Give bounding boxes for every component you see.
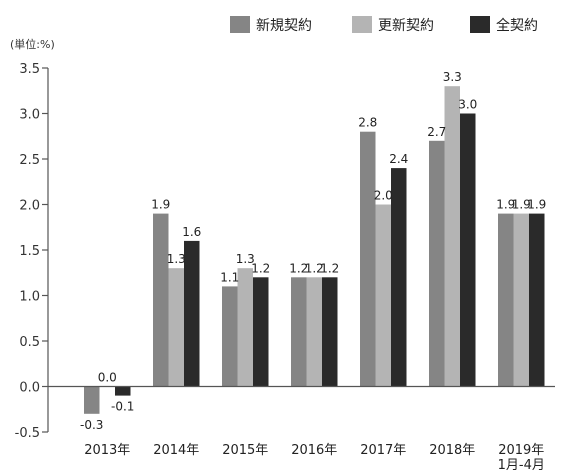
bar-1-3 bbox=[222, 286, 238, 387]
data-label: 1.6 bbox=[182, 225, 201, 239]
data-label: -0.1 bbox=[111, 400, 134, 414]
bar-1-5 bbox=[360, 131, 376, 387]
bar-2-4 bbox=[306, 277, 322, 387]
x-category-label: 2014年 bbox=[153, 443, 199, 458]
data-label: 1.3 bbox=[236, 252, 255, 266]
y-tick-label: 1.0 bbox=[19, 290, 40, 305]
data-label: 2.4 bbox=[389, 152, 408, 166]
x-category-label: 2013年 bbox=[84, 443, 130, 458]
data-label: 1.3 bbox=[167, 252, 186, 266]
data-label: 1.9 bbox=[151, 198, 170, 212]
y-tick-label: 1.5 bbox=[19, 244, 40, 259]
bar-2-3 bbox=[237, 268, 253, 387]
x-category-label: 2016年 bbox=[291, 443, 337, 458]
x-category-label: 2019年 bbox=[498, 443, 544, 458]
y-tick-label: 0.5 bbox=[19, 335, 40, 350]
y-tick-label: 2.5 bbox=[19, 153, 40, 168]
x-category-label: 2017年 bbox=[360, 443, 406, 458]
bar-1-4 bbox=[291, 277, 307, 387]
data-label: 1.9 bbox=[496, 198, 515, 212]
data-label: 2.8 bbox=[358, 116, 377, 130]
bar-3-6 bbox=[460, 113, 476, 387]
bar-2-7 bbox=[513, 213, 529, 387]
x-category-label: 2018年 bbox=[429, 443, 475, 458]
data-label: 1.2 bbox=[305, 261, 324, 275]
data-label: 1.2 bbox=[251, 261, 270, 275]
data-label: 1.2 bbox=[320, 261, 339, 275]
y-tick-label: 0.0 bbox=[19, 381, 40, 396]
legend-swatch bbox=[230, 16, 250, 33]
data-label: -0.3 bbox=[80, 418, 103, 432]
legend-label: 新規契約 bbox=[256, 18, 312, 34]
bar-3-4 bbox=[322, 277, 338, 387]
y-tick-label: -0.5 bbox=[15, 426, 40, 441]
bar-3-2 bbox=[184, 240, 200, 387]
data-label: 3.0 bbox=[458, 98, 477, 112]
bar-3-1 bbox=[115, 386, 131, 396]
legend-swatch bbox=[470, 16, 490, 33]
bar-2-2 bbox=[168, 268, 184, 387]
data-label: 1.9 bbox=[527, 198, 546, 212]
bar-1-1 bbox=[84, 386, 100, 414]
data-label: 2.7 bbox=[427, 125, 446, 139]
y-tick-label: 3.0 bbox=[19, 108, 40, 123]
data-label: 2.0 bbox=[374, 189, 393, 203]
legend-swatch bbox=[352, 16, 372, 33]
y-tick-label: 2.0 bbox=[19, 199, 40, 214]
data-label: 1.1 bbox=[220, 270, 239, 284]
data-label: 1.2 bbox=[289, 261, 308, 275]
legend-label: 全契約 bbox=[496, 17, 538, 34]
bar-2-5 bbox=[375, 204, 391, 387]
data-label: 3.3 bbox=[443, 70, 462, 84]
data-label: 0.0 bbox=[98, 371, 117, 385]
y-tick-label: 3.5 bbox=[19, 62, 40, 77]
data-label: 1.9 bbox=[512, 198, 531, 212]
bar-1-2 bbox=[153, 213, 169, 387]
legend-label: 更新契約 bbox=[378, 18, 434, 34]
bar-1-7 bbox=[498, 213, 514, 387]
bar-1-6 bbox=[429, 140, 445, 387]
x-category-label: 2015年 bbox=[222, 443, 268, 458]
data-labels: -0.30.0-0.11.91.31.61.11.31.2 1.21.21.22.… bbox=[80, 70, 546, 432]
bar-3-5 bbox=[391, 168, 407, 387]
x-category-sublabel: 1月-4月 bbox=[498, 458, 545, 473]
y-axis: -0.5 0.0 0.5 1.0 1.5 2.0 2.5 3.0 3.5 bbox=[15, 62, 49, 441]
legend: 新規契約 更新契約 全契約 bbox=[230, 16, 538, 34]
bar-3-3 bbox=[253, 277, 269, 387]
bars bbox=[84, 86, 545, 414]
bar-3-7 bbox=[529, 213, 545, 387]
unit-label: (単位:%) bbox=[10, 37, 55, 51]
bar-2-6 bbox=[444, 86, 460, 387]
